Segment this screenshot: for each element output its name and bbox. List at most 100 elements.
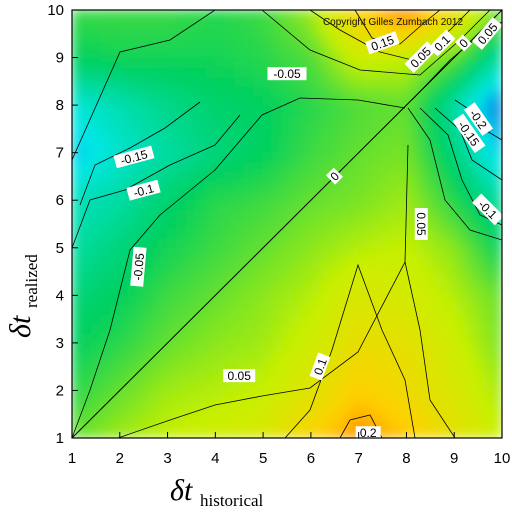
heatmap-cell bbox=[339, 399, 350, 410]
heatmap-cell bbox=[138, 28, 149, 40]
heatmap-cell bbox=[358, 114, 369, 125]
heatmap-cell bbox=[81, 266, 92, 277]
heatmap-cell bbox=[300, 180, 312, 192]
heatmap-cell bbox=[415, 180, 427, 192]
heatmap-cell bbox=[100, 142, 111, 154]
heatmap-cell bbox=[119, 342, 130, 353]
heatmap-cell bbox=[253, 85, 264, 97]
heatmap-cells bbox=[72, 10, 502, 438]
heatmap-cell bbox=[434, 57, 446, 68]
heatmap-cell bbox=[386, 57, 398, 68]
heatmap-cell bbox=[386, 133, 398, 144]
heatmap-cell bbox=[377, 380, 388, 391]
heatmap-cell bbox=[291, 161, 302, 173]
heatmap-cell bbox=[329, 380, 341, 391]
heatmap-cell bbox=[157, 228, 169, 239]
heatmap-cell bbox=[262, 190, 274, 201]
heatmap-cell bbox=[243, 133, 255, 144]
heatmap-cell bbox=[339, 209, 350, 220]
heatmap-cell bbox=[491, 95, 502, 106]
heatmap-cell bbox=[90, 399, 102, 410]
heatmap-cell bbox=[262, 171, 274, 182]
heatmap-cell bbox=[396, 199, 407, 211]
heatmap-cell bbox=[415, 247, 427, 258]
heatmap-cell bbox=[281, 380, 293, 391]
heatmap-cell bbox=[224, 389, 235, 401]
heatmap-cell bbox=[339, 38, 350, 49]
heatmap-cell bbox=[367, 123, 379, 135]
heatmap-cell bbox=[109, 380, 121, 391]
heatmap-cell bbox=[319, 199, 331, 211]
heatmap-cell bbox=[214, 427, 226, 438]
heatmap-cell bbox=[128, 66, 140, 78]
heatmap-cell bbox=[425, 266, 436, 277]
heatmap-cell bbox=[224, 171, 235, 182]
heatmap-cell bbox=[109, 209, 121, 220]
heatmap-cell bbox=[434, 418, 446, 429]
heatmap-cell bbox=[396, 28, 407, 40]
heatmap-cell bbox=[444, 294, 455, 306]
heatmap-cell bbox=[491, 389, 502, 401]
heatmap-cell bbox=[482, 361, 493, 372]
heatmap-cell bbox=[377, 19, 388, 30]
heatmap-cell bbox=[157, 152, 169, 163]
heatmap-cell bbox=[396, 161, 407, 173]
heatmap-cell bbox=[348, 104, 360, 116]
heatmap-cell bbox=[434, 228, 446, 239]
heatmap-cell bbox=[119, 427, 130, 438]
heatmap-cell bbox=[186, 228, 197, 239]
heatmap-cell bbox=[472, 275, 484, 287]
heatmap-cell bbox=[205, 332, 216, 344]
heatmap-cell bbox=[262, 294, 274, 306]
contour-line-0.05-lower bbox=[117, 144, 409, 438]
heatmap-cell bbox=[109, 161, 121, 173]
heatmap-cell bbox=[281, 370, 293, 382]
heatmap-cell bbox=[176, 171, 188, 182]
heatmap-cell bbox=[453, 66, 465, 78]
heatmap-cell bbox=[444, 361, 455, 372]
heatmap-cell bbox=[253, 38, 264, 49]
heatmap-cell bbox=[195, 171, 207, 182]
heatmap-cell bbox=[109, 199, 121, 211]
heatmap-cell bbox=[358, 418, 369, 429]
heatmap-cell bbox=[367, 95, 379, 106]
heatmap-cell bbox=[138, 19, 149, 30]
heatmap-cell bbox=[358, 161, 369, 173]
heatmap-cell bbox=[434, 323, 446, 334]
heatmap-cell bbox=[214, 95, 226, 106]
heatmap-cell bbox=[291, 38, 302, 49]
heatmap-cell bbox=[310, 285, 321, 296]
heatmap-cell bbox=[224, 418, 235, 429]
heatmap-cell bbox=[348, 19, 360, 30]
heatmap-cell bbox=[262, 19, 274, 30]
heatmap-cell bbox=[348, 237, 360, 249]
y-tick-label: 10 bbox=[47, 2, 64, 19]
heatmap-cell bbox=[386, 313, 398, 325]
heatmap-cell bbox=[358, 85, 369, 97]
heatmap-cell bbox=[319, 85, 331, 97]
heatmap-cell bbox=[119, 199, 130, 211]
heatmap-cell bbox=[377, 418, 388, 429]
heatmap-cell bbox=[186, 275, 197, 287]
heatmap-cell bbox=[482, 76, 493, 87]
heatmap-cell bbox=[300, 76, 312, 87]
heatmap-cell bbox=[233, 313, 245, 325]
heatmap-cell bbox=[310, 104, 321, 116]
heatmap-cell bbox=[72, 408, 83, 420]
heatmap-cell bbox=[90, 275, 102, 287]
heatmap-cell bbox=[415, 418, 427, 429]
contour-label-background bbox=[267, 67, 307, 81]
contour-label: 0 bbox=[325, 167, 343, 185]
heatmap-cell bbox=[463, 152, 474, 163]
heatmap-cell bbox=[319, 408, 331, 420]
heatmap-cell bbox=[147, 294, 159, 306]
heatmap-cell bbox=[405, 76, 417, 87]
heatmap-cell bbox=[367, 408, 379, 420]
heatmap-cell bbox=[109, 285, 121, 296]
heatmap-cell bbox=[128, 427, 140, 438]
heatmap-cell bbox=[377, 256, 388, 268]
heatmap-cell bbox=[167, 104, 178, 116]
heatmap-cell bbox=[472, 10, 484, 21]
heatmap-cell bbox=[233, 418, 245, 429]
heatmap-cell bbox=[90, 190, 102, 201]
